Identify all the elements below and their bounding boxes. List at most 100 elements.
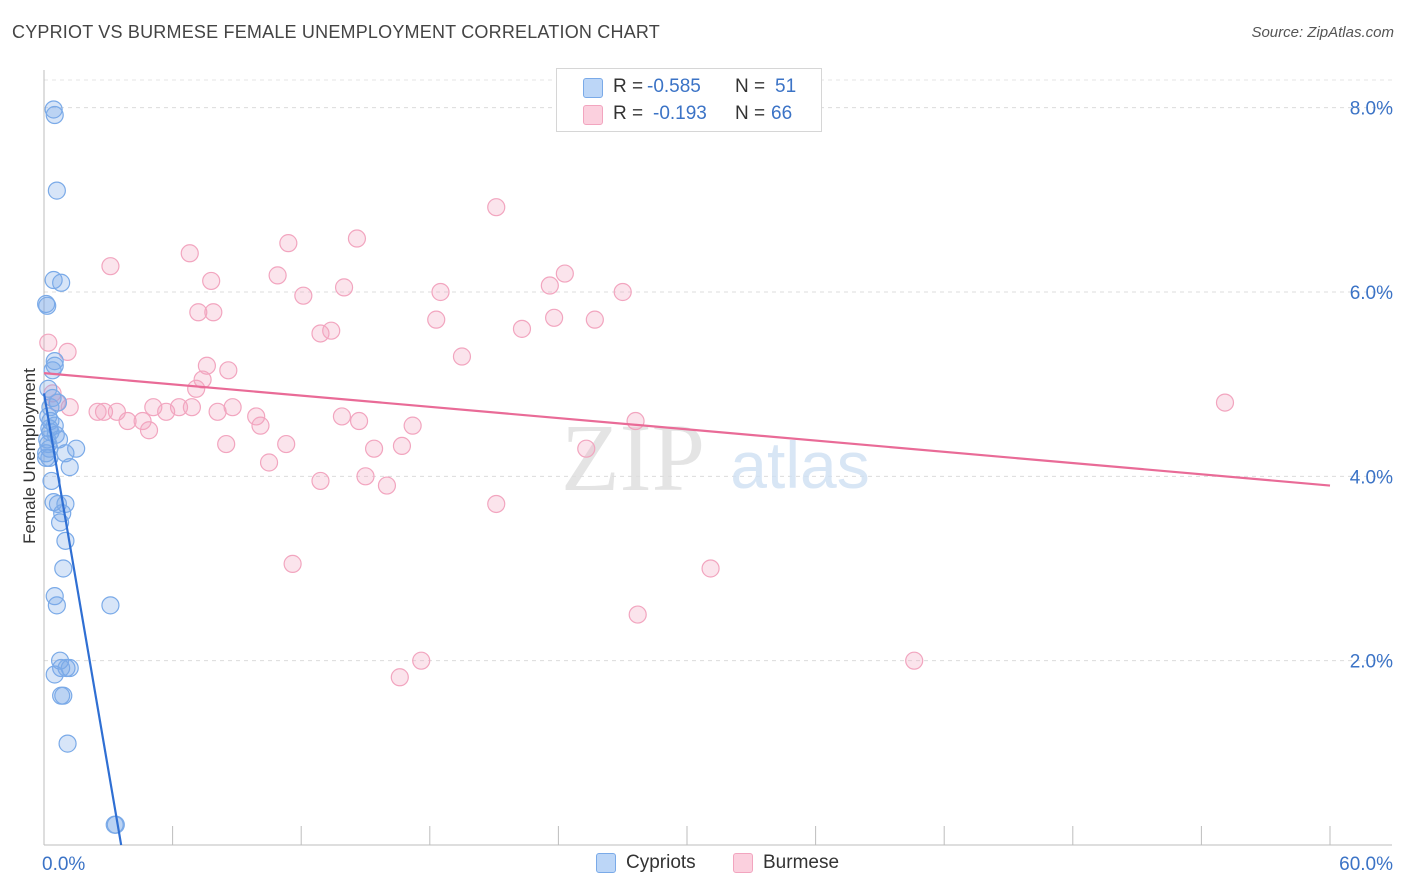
burmese-point: [208, 402, 227, 421]
n-label: N =: [735, 103, 766, 124]
burmese-point: [431, 282, 450, 302]
cypriots-point: [67, 439, 86, 458]
burmese-point: [403, 416, 422, 435]
burmese-point: [555, 264, 574, 283]
burmese-point: [217, 434, 236, 454]
n-value: 66: [771, 103, 793, 124]
burmese-point: [390, 668, 409, 687]
burmese-point: [905, 651, 924, 670]
burmese-point: [1215, 393, 1235, 412]
n-value: 51: [775, 76, 797, 97]
cypriots-point: [49, 430, 69, 449]
burmese-point: [347, 229, 367, 248]
watermark: ZIP atlas: [561, 404, 870, 511]
burmese-point: [247, 407, 266, 426]
source-label: Source: ZipAtlas.com: [1251, 24, 1394, 41]
burmese-point: [512, 319, 532, 338]
watermark-atlas: atlas: [730, 428, 869, 502]
cypriots-point: [43, 361, 62, 380]
cypriots-stats-row: R = -0.585 N = 51: [557, 74, 821, 100]
y-tick-label: 4.0%: [1350, 467, 1393, 488]
r-value: -0.193: [653, 103, 707, 124]
burmese-point: [189, 303, 208, 322]
burmese-point: [540, 276, 559, 295]
burmese-point: [294, 286, 313, 305]
cypriots-point: [60, 458, 79, 477]
cypriots-point: [44, 100, 63, 119]
cypriots-point: [38, 296, 57, 315]
cypriots-swatch: [583, 78, 603, 98]
burmese-point: [364, 439, 384, 458]
burmese-point: [427, 310, 446, 329]
burmese-point: [169, 398, 189, 417]
burmese-point: [487, 198, 506, 217]
cypriots-point: [50, 651, 70, 670]
burmese-stats-row: R = -0.193 N = 66: [557, 101, 821, 127]
cypriots-point: [47, 596, 66, 615]
burmese-point: [182, 398, 201, 417]
burmese-point: [219, 361, 238, 380]
burmese-point: [259, 453, 279, 472]
burmese-point: [202, 271, 221, 291]
cypriots-point: [45, 665, 64, 684]
burmese-point: [613, 282, 632, 302]
burmese-point: [626, 411, 645, 431]
burmese-swatch: [583, 105, 603, 125]
burmese-point: [94, 402, 114, 421]
cypriots-points: [37, 100, 125, 834]
burmese-point: [180, 244, 199, 263]
burmese-trend-line: [43, 372, 1331, 487]
cypriots-point: [101, 596, 120, 615]
burmese-point: [311, 324, 330, 343]
cypriots-point: [39, 379, 58, 398]
r-label: R =: [613, 76, 644, 97]
burmese-point: [58, 342, 77, 361]
burmese-point: [377, 476, 397, 495]
burmese-point: [356, 467, 375, 486]
burmese-point: [412, 651, 431, 670]
trend-lines: [42, 372, 1331, 846]
burmese-legend-swatch: [733, 853, 753, 873]
r-label: R =: [613, 103, 644, 124]
burmese-point: [311, 471, 330, 491]
legend-item-cypriots[interactable]: Cypriots: [596, 852, 696, 874]
burmese-point: [101, 257, 120, 276]
burmese-point: [118, 411, 137, 431]
burmese-point: [251, 416, 270, 435]
burmese-point: [204, 303, 223, 322]
y-tick-label: 8.0%: [1350, 99, 1393, 120]
cypriots-point: [60, 658, 79, 678]
tick-labels: 2.0% 4.0% 6.0% 8.0% 0.0% 60.0%: [42, 99, 1393, 875]
x-tick-label-min: 0.0%: [42, 854, 85, 875]
burmese-point: [139, 421, 159, 440]
burmese-point: [277, 434, 296, 454]
cypriots-point: [56, 531, 75, 550]
burmese-point: [268, 266, 287, 285]
correlation-legend-box: R = -0.585 N = 51 R = -0.193 N = 66: [556, 68, 822, 132]
y-axis-title: Female Unemployment: [20, 368, 39, 544]
cypriots-point: [54, 686, 73, 705]
burmese-point: [628, 605, 647, 624]
cypriots-point: [37, 444, 56, 463]
axes: [43, 70, 1392, 846]
cypriots-point: [54, 559, 73, 578]
burmese-point: [133, 411, 152, 431]
burmese-point: [223, 398, 242, 417]
cypriots-legend-swatch: [596, 853, 616, 873]
cypriots-point: [52, 273, 71, 292]
burmese-point: [334, 278, 354, 297]
burmese-points: [39, 198, 1235, 687]
cypriots-point: [58, 734, 77, 753]
cypriots-point: [47, 181, 66, 200]
y-tick-label: 6.0%: [1350, 283, 1393, 304]
burmese-point: [197, 356, 216, 375]
cypriots-trend-line: [42, 393, 123, 846]
y-tick-label: 2.0%: [1350, 652, 1393, 673]
burmese-legend-label: Burmese: [763, 852, 840, 873]
cypriots-legend-label: Cypriots: [626, 852, 696, 873]
burmese-point: [187, 379, 206, 398]
legend-item-burmese[interactable]: Burmese: [733, 852, 839, 874]
burmese-point: [283, 554, 302, 573]
burmese-point: [349, 411, 369, 431]
